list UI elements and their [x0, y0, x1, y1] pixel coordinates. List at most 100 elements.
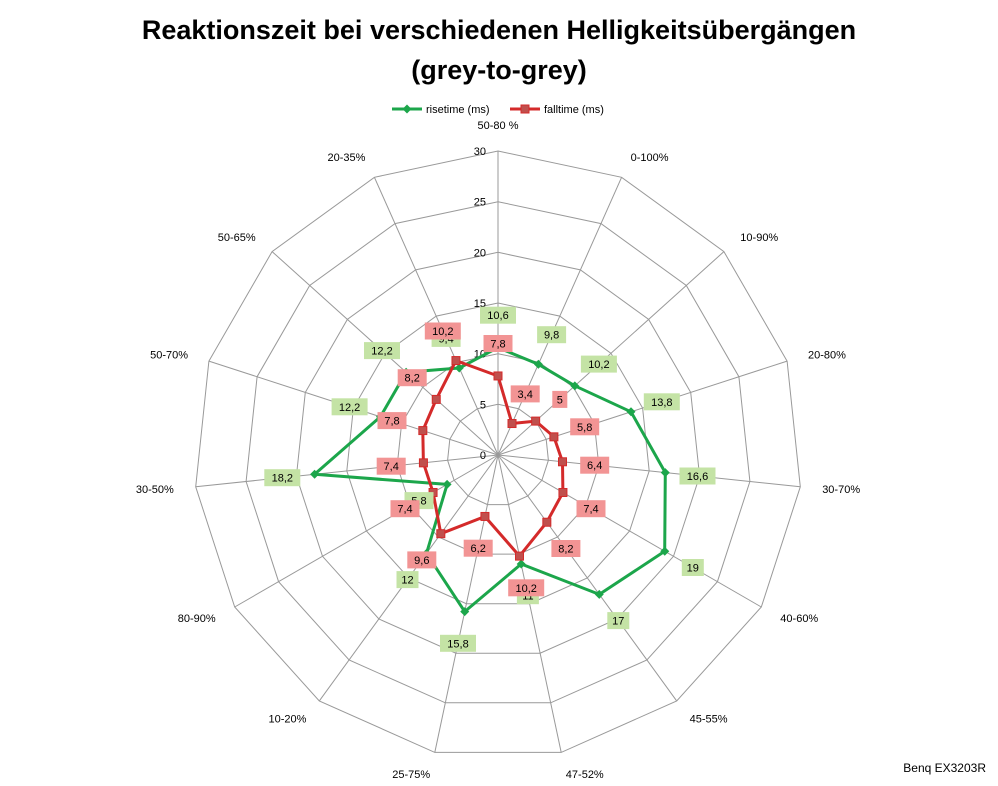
data-label-box — [607, 612, 630, 630]
grid-ring-10 — [396, 353, 600, 555]
data-point-falltime — [418, 458, 428, 468]
data-label-falltime: 7,4 — [576, 500, 606, 518]
data-point-falltime — [431, 394, 441, 404]
data-point-risetime — [454, 363, 464, 373]
data-label-risetime: 10,6 — [480, 306, 516, 324]
grid-ring-20 — [295, 251, 701, 654]
data-point-risetime — [460, 607, 470, 617]
data-label-text: 10,2 — [515, 583, 536, 595]
grid-spoke — [373, 177, 499, 456]
data-label-falltime: 9,6 — [407, 551, 437, 569]
data-point-falltime — [542, 517, 552, 527]
chart-title-line-2: (grey-to-grey) — [411, 55, 587, 85]
data-label-falltime: 5,8 — [570, 418, 600, 436]
footer-model-name: Benq EX3203R — [903, 761, 986, 775]
data-point-falltime — [557, 457, 567, 467]
data-label-text: 5 — [557, 394, 563, 406]
data-label-text: 7,4 — [583, 504, 598, 516]
data-label-risetime: 9,8 — [537, 326, 567, 344]
data-label-box — [643, 393, 680, 411]
series-line-falltime — [421, 359, 565, 558]
data-label-text: 10,6 — [487, 310, 508, 322]
category-label: 10-90% — [740, 232, 778, 244]
data-label-box — [580, 355, 617, 373]
data-point-falltime — [480, 511, 490, 521]
category-label: 25-75% — [392, 769, 430, 781]
data-label-box — [424, 322, 461, 340]
radar-grid — [195, 150, 801, 753]
data-label-text: 6,4 — [587, 460, 602, 472]
data-label-box — [440, 634, 476, 652]
legend-marker — [402, 104, 412, 114]
data-point-falltime — [436, 529, 446, 539]
data-label-box — [331, 398, 368, 416]
grid-ring-5 — [447, 403, 549, 506]
data-label-risetime: 12,2 — [331, 398, 368, 416]
grid-spoke — [195, 454, 499, 488]
data-label-text: 10,2 — [588, 359, 609, 371]
data-label-box — [681, 559, 704, 576]
legend-item-falltime: falltime (ms) — [510, 104, 604, 116]
category-label: 30-70% — [822, 484, 860, 496]
data-label-risetime: 12 — [396, 571, 419, 589]
data-label-text: 12,2 — [339, 402, 360, 414]
tick-label: 20 — [474, 247, 486, 259]
data-point-risetime — [310, 469, 320, 479]
data-label-box — [377, 412, 407, 430]
data-label-falltime: 6,2 — [463, 539, 493, 557]
data-label-box — [396, 571, 419, 589]
data-label-text: 12 — [401, 575, 413, 587]
data-point-falltime — [451, 356, 461, 366]
data-label-falltime: 7,8 — [483, 335, 513, 352]
data-label-text: 9,8 — [544, 330, 559, 342]
data-label-text: 11 — [522, 591, 533, 603]
data-label-box — [537, 326, 567, 344]
data-point-risetime — [594, 589, 604, 599]
data-label-box — [480, 306, 516, 324]
data-point-risetime — [442, 479, 452, 489]
data-label-falltime: 8,2 — [397, 369, 427, 387]
data-label-text: 10,2 — [432, 326, 453, 338]
data-label-falltime: 7,8 — [377, 412, 407, 430]
data-label-text: 17 — [612, 616, 624, 628]
grid-ring-25 — [245, 201, 751, 704]
legend-label: falltime (ms) — [544, 104, 604, 116]
category-label: 40-60% — [780, 613, 818, 625]
data-point-falltime — [493, 371, 503, 381]
data-label-risetime: 19 — [681, 559, 704, 576]
data-label-box — [552, 390, 568, 408]
data-label-box — [576, 500, 606, 518]
category-label: 47-52% — [566, 769, 604, 781]
data-point-falltime — [418, 426, 428, 436]
data-point-risetime — [660, 546, 670, 556]
data-label-risetime: 12,2 — [364, 342, 400, 360]
category-label: 30-50% — [136, 484, 174, 496]
data-label-text: 15,8 — [447, 638, 468, 650]
legend-marker — [520, 104, 530, 114]
grid-spoke — [497, 454, 762, 608]
grid-ring-30 — [195, 150, 801, 753]
data-label-text: 3,4 — [518, 389, 533, 401]
data-label-text: 9,6 — [414, 555, 429, 567]
category-axis-labels: 50-80 % 0-100% 10-90% 20-80% 30-70% 40-60% 45-… — [136, 120, 860, 781]
data-label-falltime: 7,4 — [376, 457, 406, 475]
grid-spoke — [234, 454, 499, 608]
data-label-falltime: 8,2 — [551, 540, 581, 557]
data-label-falltime: 10,2 — [424, 322, 461, 340]
data-label-risetime: 18,2 — [264, 469, 301, 487]
data-label-risetime: 10,2 — [580, 355, 617, 373]
tick-label: 0 — [480, 450, 486, 462]
category-label: 80-90% — [178, 613, 216, 625]
data-label-box — [510, 385, 540, 403]
category-label: 50-80 % — [478, 120, 519, 132]
data-label-box — [364, 342, 400, 360]
legend: risetime (ms) falltime (ms) — [392, 104, 604, 116]
data-label-box — [580, 456, 610, 474]
legend-label: risetime (ms) — [426, 104, 490, 116]
series-line-risetime — [313, 346, 667, 614]
data-label-box — [551, 540, 581, 557]
data-label-box — [407, 551, 437, 569]
category-label: 45-55% — [690, 714, 728, 726]
